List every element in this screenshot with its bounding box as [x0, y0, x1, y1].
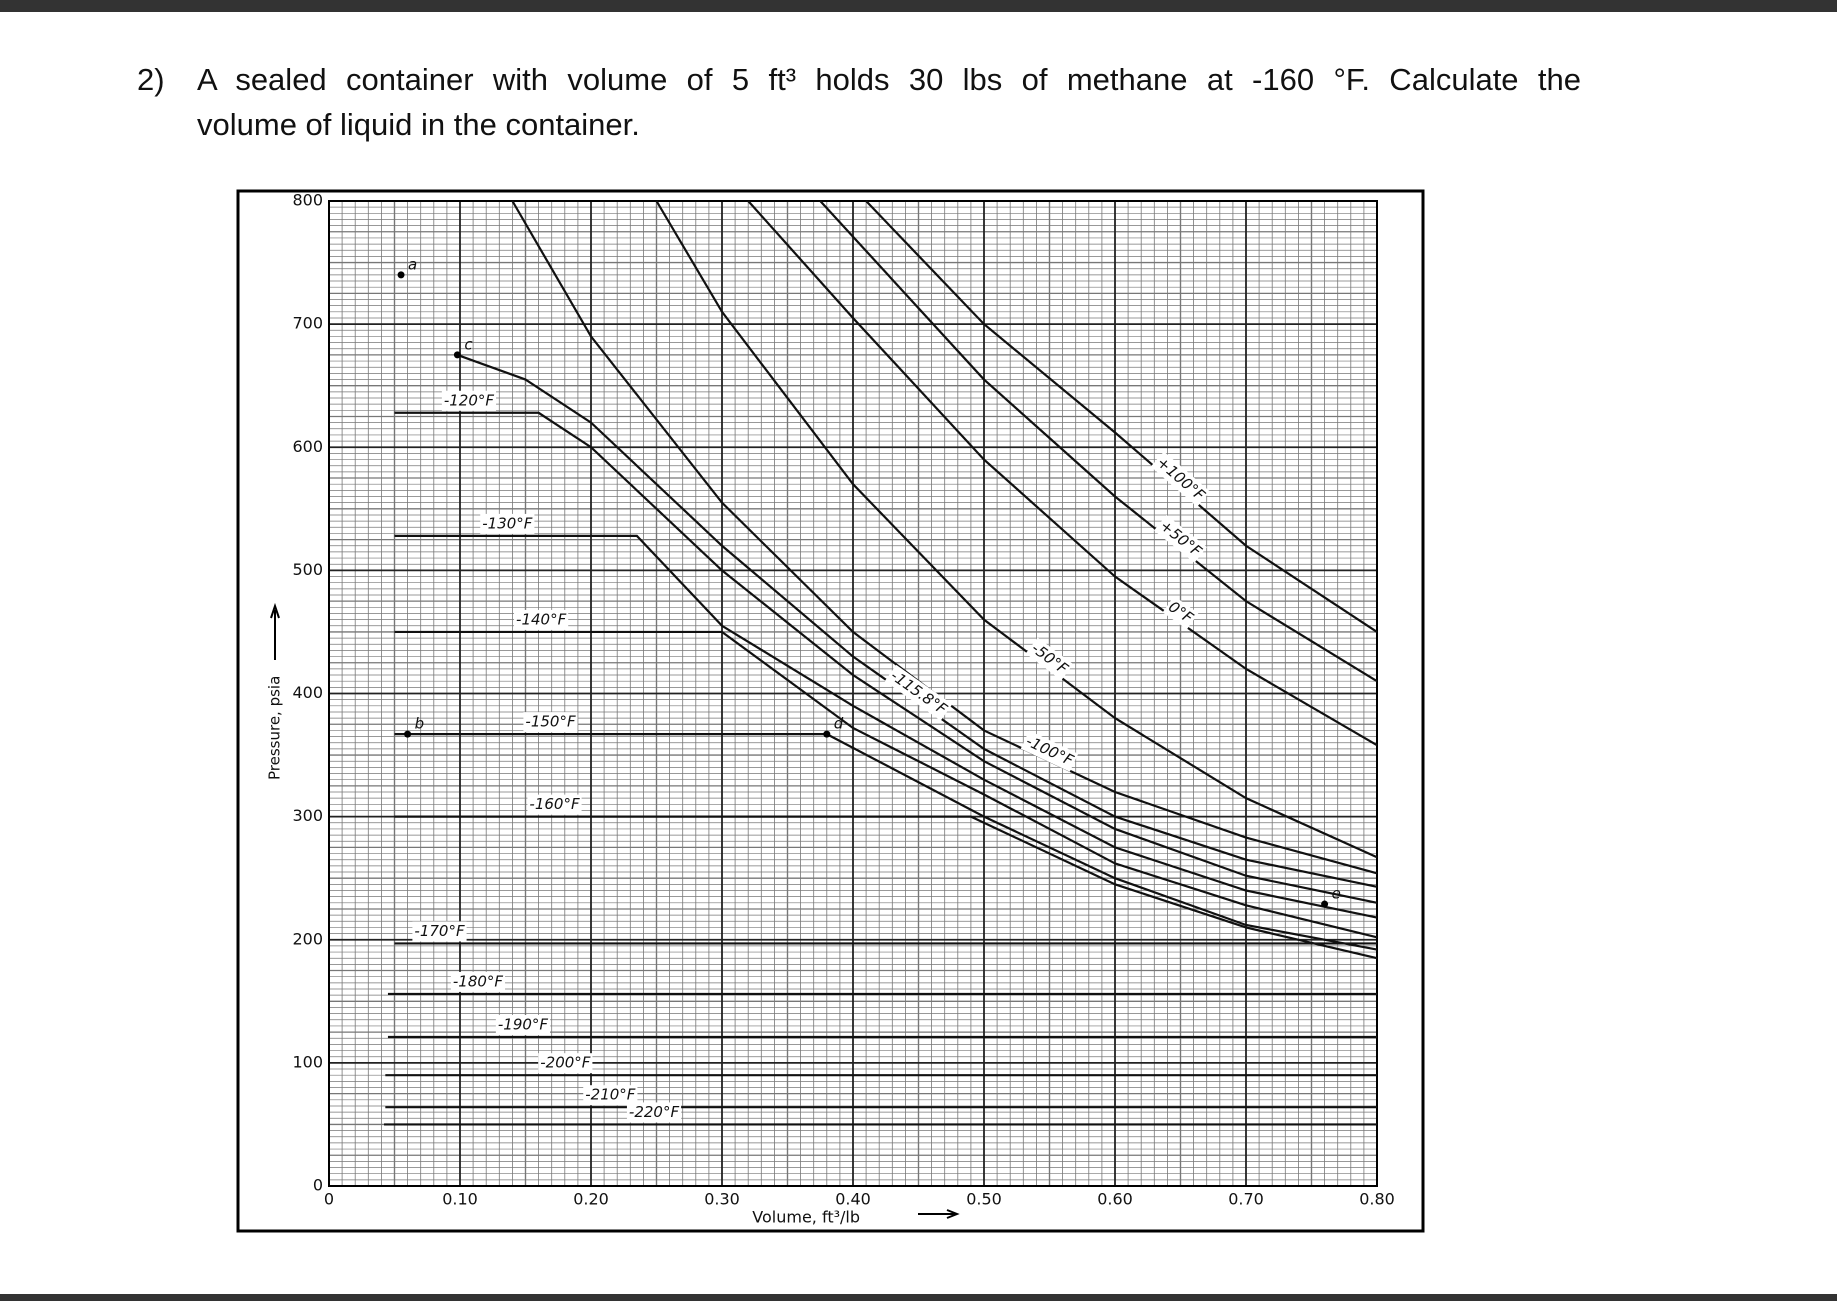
y-tick-label: 600 [292, 437, 323, 456]
isotherm-label: -150°F [525, 713, 576, 731]
state-point-label: e [1332, 885, 1341, 903]
label-bg [527, 794, 582, 815]
y-tick-label: 400 [292, 683, 323, 702]
label-bg [412, 921, 467, 942]
state-point [1321, 900, 1329, 908]
y-tick-label: 100 [292, 1052, 323, 1071]
isotherm [865, 200, 1378, 633]
state-point-label: a [408, 255, 417, 273]
x-tick-label: 0.40 [835, 1190, 871, 1209]
x-tick-label: 0.60 [1097, 1190, 1133, 1209]
isotherm [747, 200, 1378, 747]
state-point [397, 271, 405, 279]
isotherm [394, 733, 1378, 951]
x-tick-label: 0.70 [1228, 1190, 1264, 1209]
label-bg [1162, 595, 1199, 630]
isotherm [655, 200, 1378, 859]
isotherm [394, 815, 1378, 960]
isotherm-label: 0°F [1165, 598, 1197, 628]
chart-frame [236, 189, 1425, 1233]
isotherm-label: -120°F [444, 391, 495, 409]
label-bg [538, 1053, 593, 1074]
state-point-label: c [464, 335, 473, 353]
x-tick-label: 0.20 [573, 1190, 609, 1209]
isotherm-label: -170°F [414, 922, 465, 940]
isotherm-label: -200°F [540, 1054, 591, 1072]
isotherm-label: -220°F [629, 1103, 680, 1121]
y-tick-label: 500 [292, 560, 323, 579]
label-bg [441, 390, 497, 411]
x-tick-label: 0.10 [442, 1190, 478, 1209]
isotherm-label: -210°F [585, 1086, 636, 1104]
y-tick-label: 800 [292, 191, 323, 210]
isotherm-label: -180°F [453, 972, 504, 990]
x-tick-label: 0.80 [1359, 1190, 1395, 1209]
label-bg [1150, 451, 1211, 507]
label-bg [1154, 514, 1207, 563]
label-bg [480, 513, 535, 534]
x-tick-label: 0.30 [704, 1190, 740, 1209]
x-axis-label: Volume, ft³/lb [752, 1208, 860, 1227]
y-tick-label: 300 [292, 806, 323, 825]
isotherm [394, 411, 1378, 904]
plot-border [328, 200, 1378, 1187]
label-bg [495, 1015, 551, 1036]
top-bar [0, 0, 1837, 12]
label-bg [523, 712, 578, 733]
label-bg [450, 971, 506, 992]
label-bg [583, 1085, 638, 1106]
isotherm-label: -130°F [482, 514, 533, 532]
y-tick-label: 200 [292, 929, 323, 948]
isotherm [819, 200, 1378, 683]
label-bg [1020, 730, 1079, 772]
isotherm-label: -160°F [529, 795, 580, 813]
isotherm [394, 630, 1378, 939]
y-axis-arrow [270, 602, 280, 660]
isotherm-label: -140°F [516, 610, 567, 628]
label-bg [1025, 637, 1074, 681]
x-tick-label: 0.50 [966, 1190, 1002, 1209]
state-point-label: d [834, 715, 844, 733]
isotherm [394, 534, 1378, 919]
label-bg [884, 664, 953, 721]
x-axis-arrow [918, 1209, 960, 1219]
question-number: 2) [137, 62, 165, 97]
state-point [823, 730, 831, 738]
x-tick-label: 0 [324, 1190, 334, 1209]
question-line: A sealed container with volume of 5 ft³ … [197, 62, 1581, 97]
y-axis-label: Pressure, psia [266, 676, 284, 780]
isotherm-label: -190°F [498, 1016, 549, 1034]
label-bg [514, 609, 569, 630]
state-point [453, 351, 461, 359]
isotherm [457, 353, 1378, 888]
y-tick-label: 700 [292, 314, 323, 333]
y-tick-label: 0 [313, 1176, 323, 1195]
question-line: volume of liquid in the container. [197, 107, 640, 142]
state-point-label: b [415, 715, 425, 733]
state-point [404, 730, 412, 738]
bottom-bar [0, 1294, 1837, 1301]
label-bg [626, 1102, 682, 1123]
